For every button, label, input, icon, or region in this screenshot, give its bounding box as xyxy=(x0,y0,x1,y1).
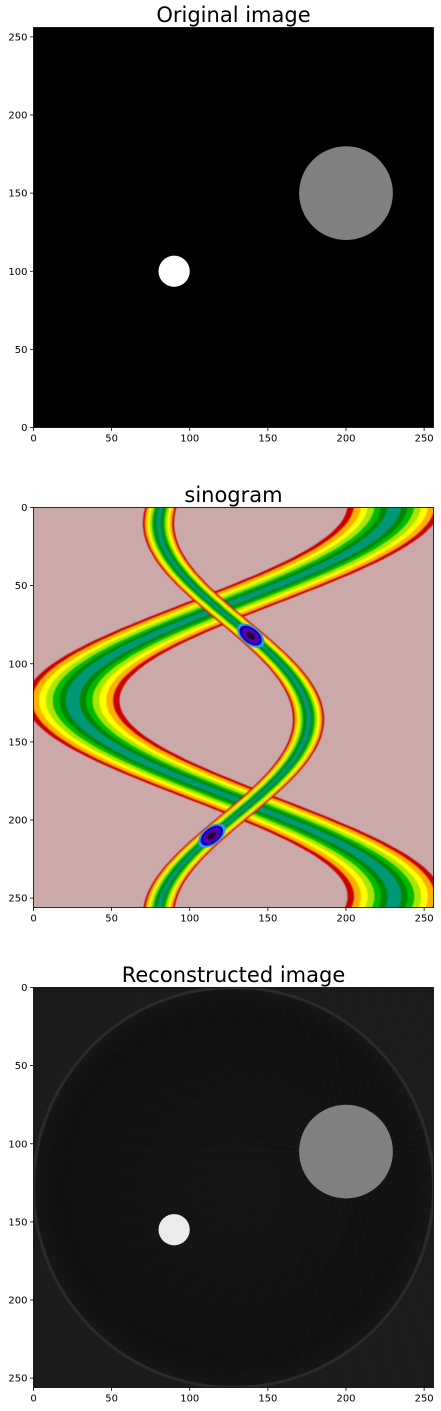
panel-title: sinogram xyxy=(184,483,282,507)
x-tick-label: 0 xyxy=(30,914,36,925)
x-tick-label: 150 xyxy=(258,434,277,445)
y-tick-label: 0 xyxy=(21,503,27,514)
x-tick-label: 100 xyxy=(180,434,199,445)
x-tick-label: 150 xyxy=(258,1394,277,1405)
y-tick-label: 50 xyxy=(15,345,28,356)
upper-crossing xyxy=(236,623,265,648)
original-image-panel: Original image 0 50 100 150 200 250 0 50 100 150 2… xyxy=(8,3,434,445)
y-tick-label: 200 xyxy=(8,816,27,827)
axis-ticks: 0 50 100 150 200 250 0 50 100 150 200 250 xyxy=(8,32,433,444)
image-area xyxy=(33,27,434,428)
x-tick-label: 250 xyxy=(415,1394,434,1405)
x-tick-label: 50 xyxy=(105,914,118,925)
y-tick-label: 250 xyxy=(8,894,27,905)
disk xyxy=(299,1104,393,1199)
y-tick-label: 0 xyxy=(21,983,27,994)
x-tick-label: 250 xyxy=(415,914,434,925)
y-tick-label: 200 xyxy=(8,1296,27,1307)
y-tick-label: 100 xyxy=(8,659,27,670)
y-tick-label: 250 xyxy=(8,32,27,43)
y-tick-label: 100 xyxy=(8,1139,27,1150)
small-disk-band xyxy=(142,507,325,908)
x-tick-label: 0 xyxy=(30,1394,36,1405)
x-tick-label: 150 xyxy=(258,914,277,925)
large-disk-band xyxy=(33,507,434,908)
lower-crossing xyxy=(198,823,226,848)
disk xyxy=(158,1214,190,1246)
x-tick-label: 100 xyxy=(180,914,199,925)
x-tick-label: 200 xyxy=(336,1394,355,1405)
x-tick-label: 0 xyxy=(30,434,36,445)
y-tick-label: 150 xyxy=(8,189,27,200)
reconstructed-image-panel: Reconstructed image 0 50 100 150 200 25005010… xyxy=(8,963,434,1405)
x-tick-label: 250 xyxy=(415,434,434,445)
image-area xyxy=(33,507,434,908)
y-tick-label: 50 xyxy=(15,1061,28,1072)
y-tick-label: 0 xyxy=(21,423,27,434)
x-tick-label: 200 xyxy=(336,914,355,925)
y-tick-label: 200 xyxy=(8,111,27,122)
x-tick-label: 50 xyxy=(105,434,118,445)
panel-title: Reconstructed image xyxy=(122,963,346,987)
crossing-ring xyxy=(246,631,256,640)
x-tick-label: 50 xyxy=(105,1394,118,1405)
axes-frame xyxy=(33,27,434,428)
y-tick-label: 150 xyxy=(8,1217,27,1228)
y-tick-label: 100 xyxy=(8,267,27,278)
reconstruction-circle xyxy=(33,987,434,1388)
y-tick-label: 50 xyxy=(15,581,28,592)
x-tick-label: 200 xyxy=(336,434,355,445)
image-area xyxy=(33,987,434,1388)
y-tick-label: 150 xyxy=(8,737,27,748)
y-tick-label: 250 xyxy=(8,1374,27,1385)
panel-title: Original image xyxy=(156,3,310,27)
axes-frame xyxy=(33,987,434,1388)
axes-frame xyxy=(33,507,434,908)
x-tick-label: 100 xyxy=(180,1394,199,1405)
disk xyxy=(158,255,190,287)
disk xyxy=(299,146,393,240)
crossing-ring xyxy=(207,831,217,840)
